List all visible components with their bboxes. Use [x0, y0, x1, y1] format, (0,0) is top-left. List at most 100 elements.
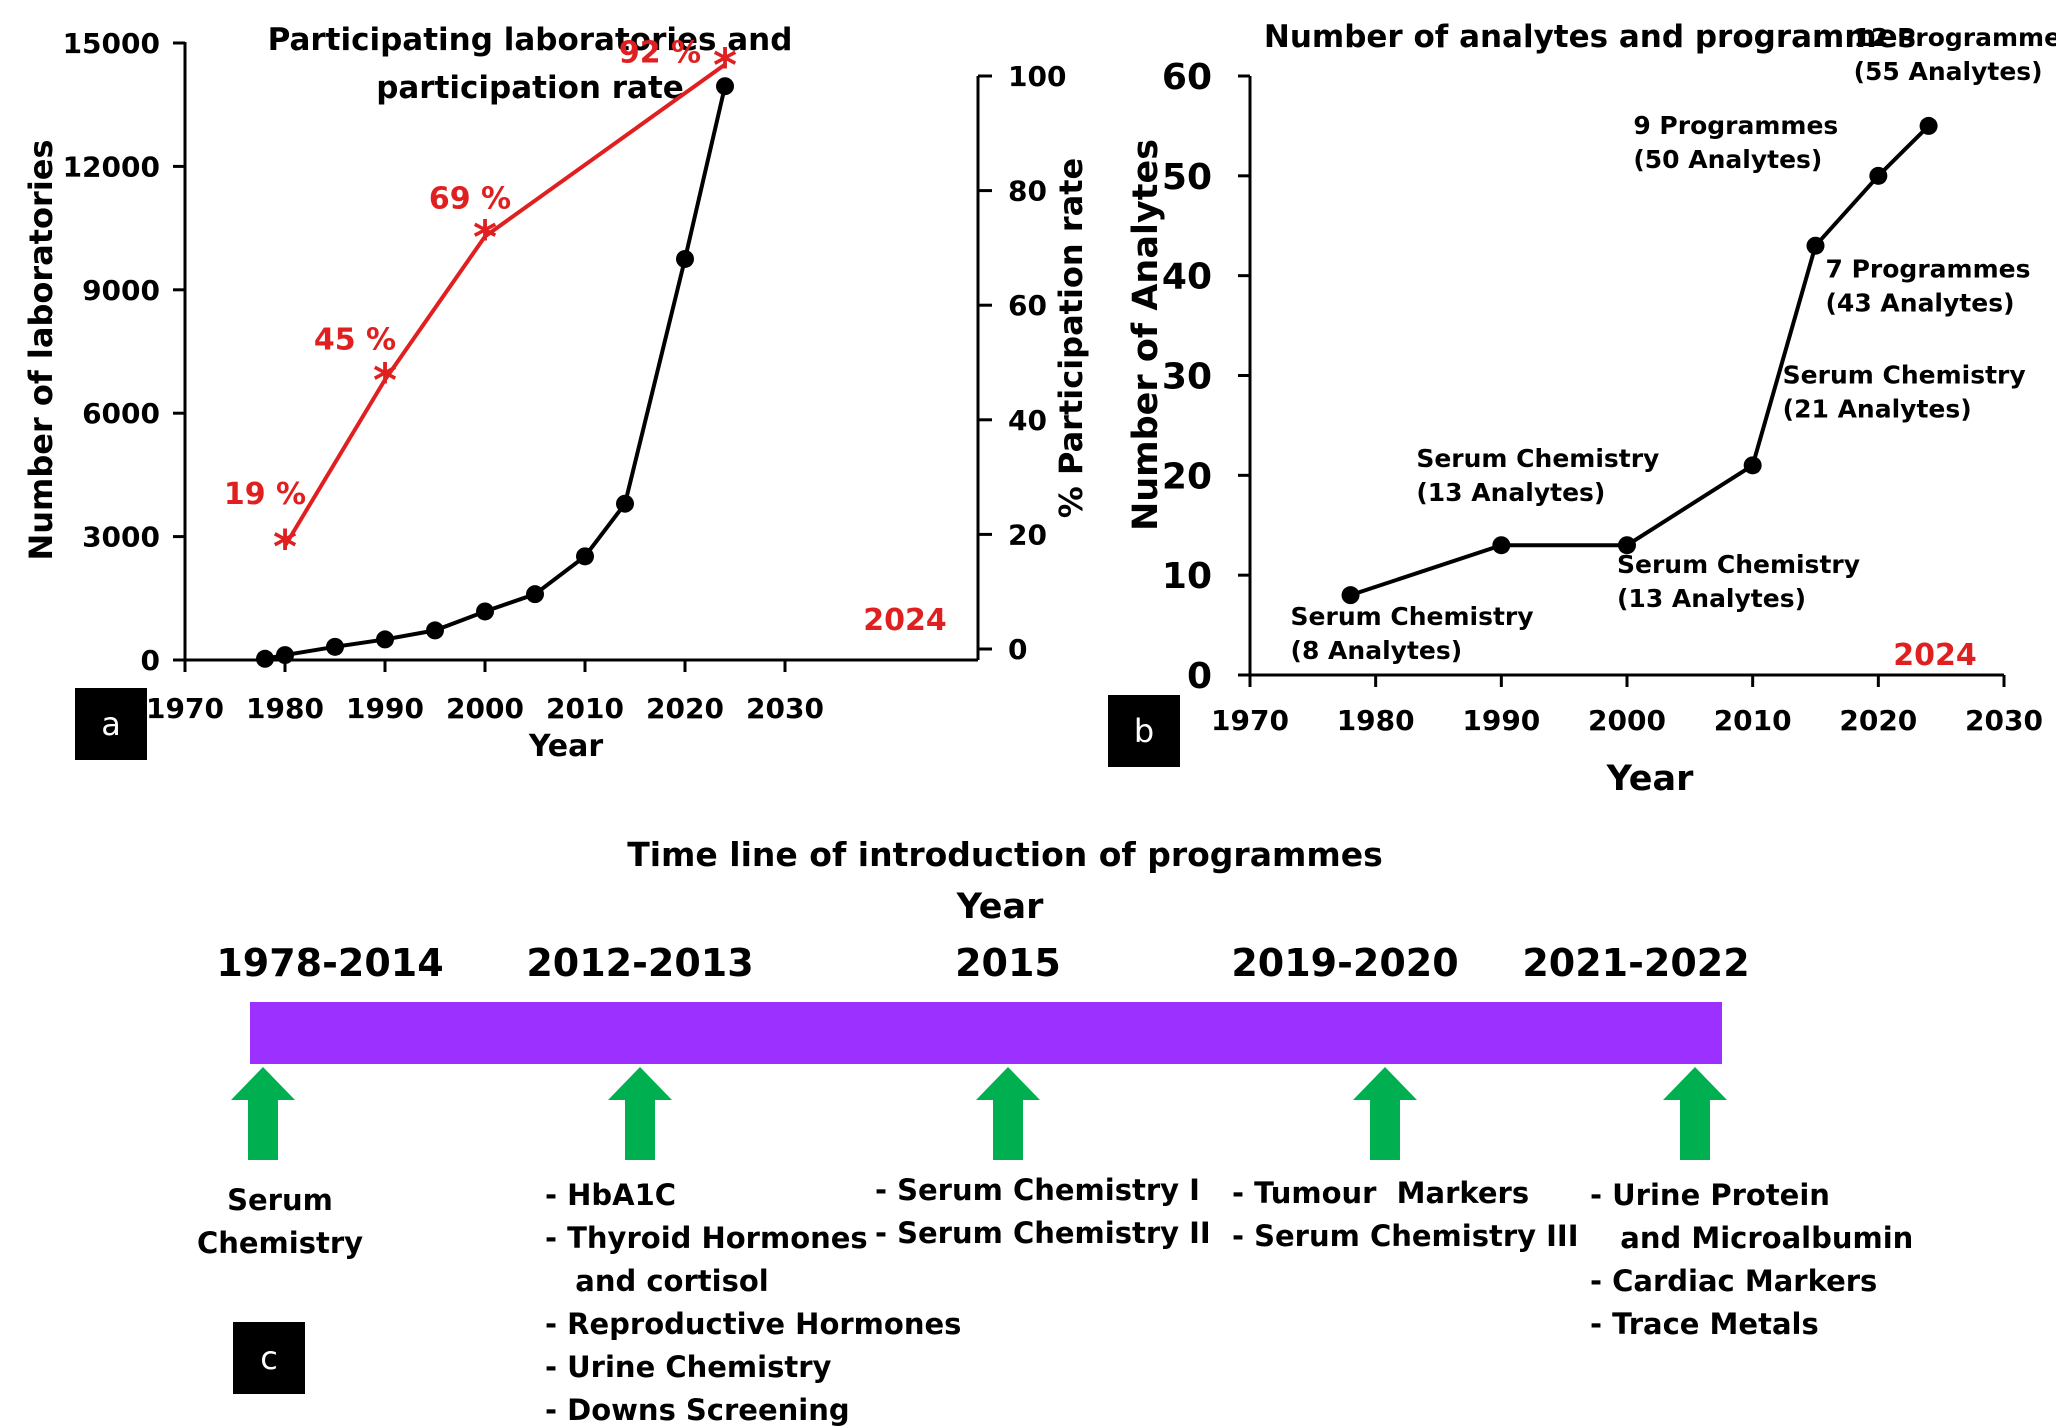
chart-a-y-tick-label: 3000 — [82, 521, 160, 554]
chart-b-point-labels: Serum Chemistry (8 Analytes) Serum Chemist… — [1291, 23, 2056, 665]
timeline-item: - Trace Metals — [1590, 1307, 1819, 1341]
chart-a-y2-tick-label: 100 — [1008, 60, 1066, 93]
chart-b-point-label-line1: Serum Chemistry — [1783, 360, 2026, 389]
panel-c-label: c — [260, 1339, 278, 1377]
chart-b-point-label-line1: Serum Chemistry — [1416, 444, 1659, 473]
chart-a-year-annotation: 2024 — [863, 603, 947, 638]
panel-a-chart: Participating laboratories and participa… — [22, 22, 1090, 764]
chart-b-x-tick-label: 1970 — [1211, 704, 1289, 737]
panel-b-chart: Number of analytes and programmes 1970 19… — [1108, 19, 2056, 799]
chart-b-analytes-point — [1341, 586, 1360, 605]
chart-b-point-label-line2: (50 Analytes) — [1633, 145, 1822, 174]
timeline-item: - Cardiac Markers — [1590, 1264, 1877, 1298]
chart-a-y2-tick-label: 20 — [1008, 518, 1047, 551]
chart-a-series-participation: *19 %*45 %*69 %*92 % — [224, 36, 737, 574]
chart-a-laboratories-point — [576, 547, 594, 566]
timeline-item: - Serum Chemistry I — [875, 1173, 1200, 1207]
timeline-item: - Urine Chemistry — [545, 1350, 832, 1384]
timeline-item: Chemistry — [197, 1226, 363, 1260]
chart-a-x-tick-label: 1980 — [246, 692, 324, 725]
chart-a-y-tick-label: 9000 — [82, 274, 160, 307]
chart-b-analytes-point — [1869, 166, 1888, 185]
chart-b-year-annotation: 2024 — [1893, 638, 1977, 673]
chart-b-y-tick-label: 10 — [1162, 556, 1212, 597]
chart-a-laboratories-point — [376, 630, 394, 649]
chart-a-participation-line — [283, 62, 727, 547]
timeline-item: - Serum Chemistry III — [1232, 1219, 1579, 1253]
timeline-period-label: 2021-2022 — [1522, 941, 1749, 985]
timeline-arrow-icon — [976, 1067, 1040, 1160]
chart-a-series-laboratories — [256, 77, 734, 668]
chart-a-y2-label: % Participation rate — [1052, 158, 1090, 518]
chart-a-laboratories-point — [256, 649, 274, 668]
chart-b-x-tick-label: 2030 — [1965, 704, 2043, 737]
chart-b-series-analytes — [1341, 116, 1938, 605]
timeline-periods: 1978-2014 Serum Chemistry 2012-2013 - HbA1C -… — [197, 941, 1913, 1427]
chart-a-participation-point: * — [473, 210, 497, 264]
chart-b-y-ticks: 0 10 20 30 40 50 60 — [1162, 57, 1250, 697]
chart-b-point-label-line1: 12 Programmes — [1854, 23, 2056, 52]
chart-a-laboratories-point — [676, 249, 694, 268]
chart-a-laboratories-point — [326, 637, 344, 656]
chart-b-x-tick-label: 1980 — [1337, 704, 1415, 737]
chart-a-participation-point: * — [273, 520, 297, 574]
chart-b-analytes-point — [1618, 536, 1636, 555]
chart-b-point-label-line1: Serum Chemistry — [1291, 602, 1534, 631]
chart-a-laboratories-point — [476, 602, 494, 621]
chart-a-x-tick-label: 2000 — [446, 692, 524, 725]
chart-b-point-label-line2: (13 Analytes) — [1617, 584, 1806, 613]
chart-b-y-tick-label: 60 — [1162, 57, 1212, 98]
panel-b-label-box — [1108, 695, 1180, 767]
chart-b-point-label-line1: 7 Programmes — [1826, 255, 2031, 284]
panel-a-label-box — [75, 688, 147, 760]
chart-a-title-line-1: Participating laboratories and — [268, 22, 793, 58]
chart-b-analytes-point — [1492, 536, 1511, 555]
timeline-arrow-icon — [608, 1067, 672, 1160]
chart-b-point-label-line2: (13 Analytes) — [1416, 478, 1605, 507]
chart-b-x-label: Year — [1606, 759, 1694, 799]
chart-b-x-tick-label: 2010 — [1714, 704, 1792, 737]
chart-b-y-tick-label: 40 — [1162, 257, 1212, 298]
timeline-arrow-icon — [231, 1067, 295, 1160]
panel-c-timeline: Time line of introduction of programmes … — [197, 835, 1913, 1427]
chart-b-y-tick-label: 50 — [1162, 157, 1212, 198]
chart-a-y-ticks: 0 3000 6000 9000 12000 15000 — [63, 27, 185, 677]
timeline-item: and cortisol — [545, 1264, 769, 1298]
chart-a-participation-label: 92 % — [619, 36, 701, 71]
chart-b-point-label-line2: (8 Analytes) — [1291, 636, 1463, 665]
chart-b-analytes-point — [1743, 456, 1762, 475]
chart-a-laboratories-point — [276, 646, 294, 665]
chart-a-laboratories-point — [426, 621, 444, 640]
timeline-arrow-icon — [1353, 1067, 1417, 1160]
chart-a-y2-tick-label: 80 — [1008, 175, 1047, 208]
timeline-item: - Reproductive Hormones — [545, 1307, 961, 1341]
chart-a-x-tick-label: 2010 — [546, 692, 624, 725]
chart-b-point-label-line2: (43 Analytes) — [1826, 289, 2015, 318]
chart-b-analytes-point — [1806, 236, 1825, 255]
chart-b-y-label: Number of Analytes — [1126, 139, 1166, 531]
timeline-item: - Serum Chemistry II — [875, 1216, 1211, 1250]
chart-a-laboratories-point — [616, 494, 634, 513]
chart-a-participation-point: * — [713, 39, 737, 93]
chart-b-x-tick-label: 2000 — [1588, 704, 1666, 737]
timeline-item: - Tumour Markers — [1232, 1176, 1529, 1210]
chart-a-laboratories-point — [526, 585, 544, 604]
chart-b-analytes-point — [1919, 116, 1938, 135]
timeline-period-label: 2012-2013 — [526, 941, 753, 985]
chart-a-title-line-2: participation rate — [376, 70, 684, 106]
chart-b-x-tick-label: 1990 — [1462, 704, 1540, 737]
chart-b-x-tick-label: 2020 — [1839, 704, 1917, 737]
chart-a-y-tick-label: 0 — [141, 644, 160, 677]
chart-b-point-label-line2: (21 Analytes) — [1783, 394, 1972, 423]
chart-a-x-label: Year — [528, 729, 604, 764]
chart-b-title: Number of analytes and programmes — [1264, 19, 1916, 55]
chart-b-y-tick-label: 0 — [1187, 656, 1212, 697]
timeline-item: - Urine Protein — [1590, 1178, 1830, 1212]
timeline-period-label: 1978-2014 — [216, 941, 443, 985]
timeline-subtitle: Year — [956, 887, 1044, 927]
chart-a-y-tick-label: 6000 — [82, 397, 160, 430]
panel-c-label-box — [233, 1322, 305, 1394]
chart-a-x-tick-label: 2030 — [746, 692, 824, 725]
chart-a-laboratories-point — [716, 77, 734, 96]
